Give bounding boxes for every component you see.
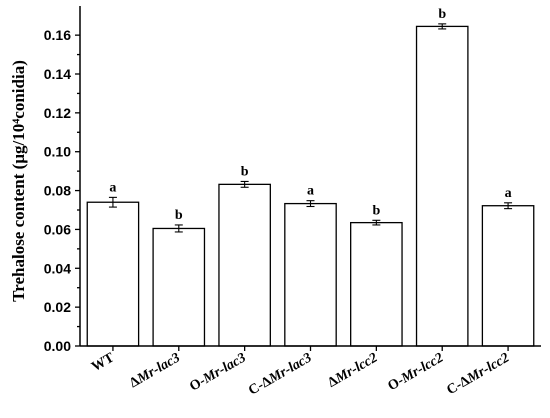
x-tick-label: C-ΔMr-lac3 [246,350,314,398]
significance-label: b [438,7,446,22]
significance-label: b [372,203,380,218]
y-tick-label: 0.06 [44,221,71,237]
significance-label: b [175,208,183,223]
bar-3 [218,183,271,347]
bar-2 [152,227,206,347]
error-bar [108,196,117,208]
x-tick-label: WT [89,350,117,375]
y-axis: 0.00 0.02 0.04 0.06 0.08 0.10 0.12 0.14 0.16 [44,6,81,354]
x-tick-label: C-ΔMr-lcc2 [444,350,512,398]
error-bar [174,224,183,233]
significance-label: b [241,164,249,179]
y-tick-label: 0.12 [44,105,71,121]
error-bar [306,200,315,208]
error-bar [504,202,513,210]
significance-label: a [109,180,116,195]
significance-label: a [505,186,512,201]
error-bar [372,219,381,226]
y-tick-label: 0.14 [44,66,71,82]
bar-5 [350,221,403,347]
y-tick-label: 0.00 [44,338,71,354]
y-tick-label: 0.02 [44,299,71,315]
bar-1 [86,201,140,347]
plot-area: a b b a b b a [86,7,535,347]
y-tick-label: 0.10 [44,144,71,160]
x-tick-label: ΔMr-lcc2 [326,350,381,390]
error-bar [240,180,249,188]
bar-4 [284,202,337,347]
y-tick-label: 0.08 [44,183,71,199]
y-tick-label: 0.04 [44,260,71,276]
x-tick-label: ΔMr-lac3 [127,350,183,391]
x-tick-label: O-Mr-lcc2 [385,350,446,394]
bar-7 [481,205,535,347]
significance-label: a [307,184,314,199]
error-bar [438,23,447,30]
x-tick-label: O-Mr-lac3 [187,350,248,394]
y-tick-label: 0.16 [44,27,71,43]
bar-6 [415,25,469,347]
y-axis-label: Trehalose content (μg/10⁴conidia) [9,60,28,302]
